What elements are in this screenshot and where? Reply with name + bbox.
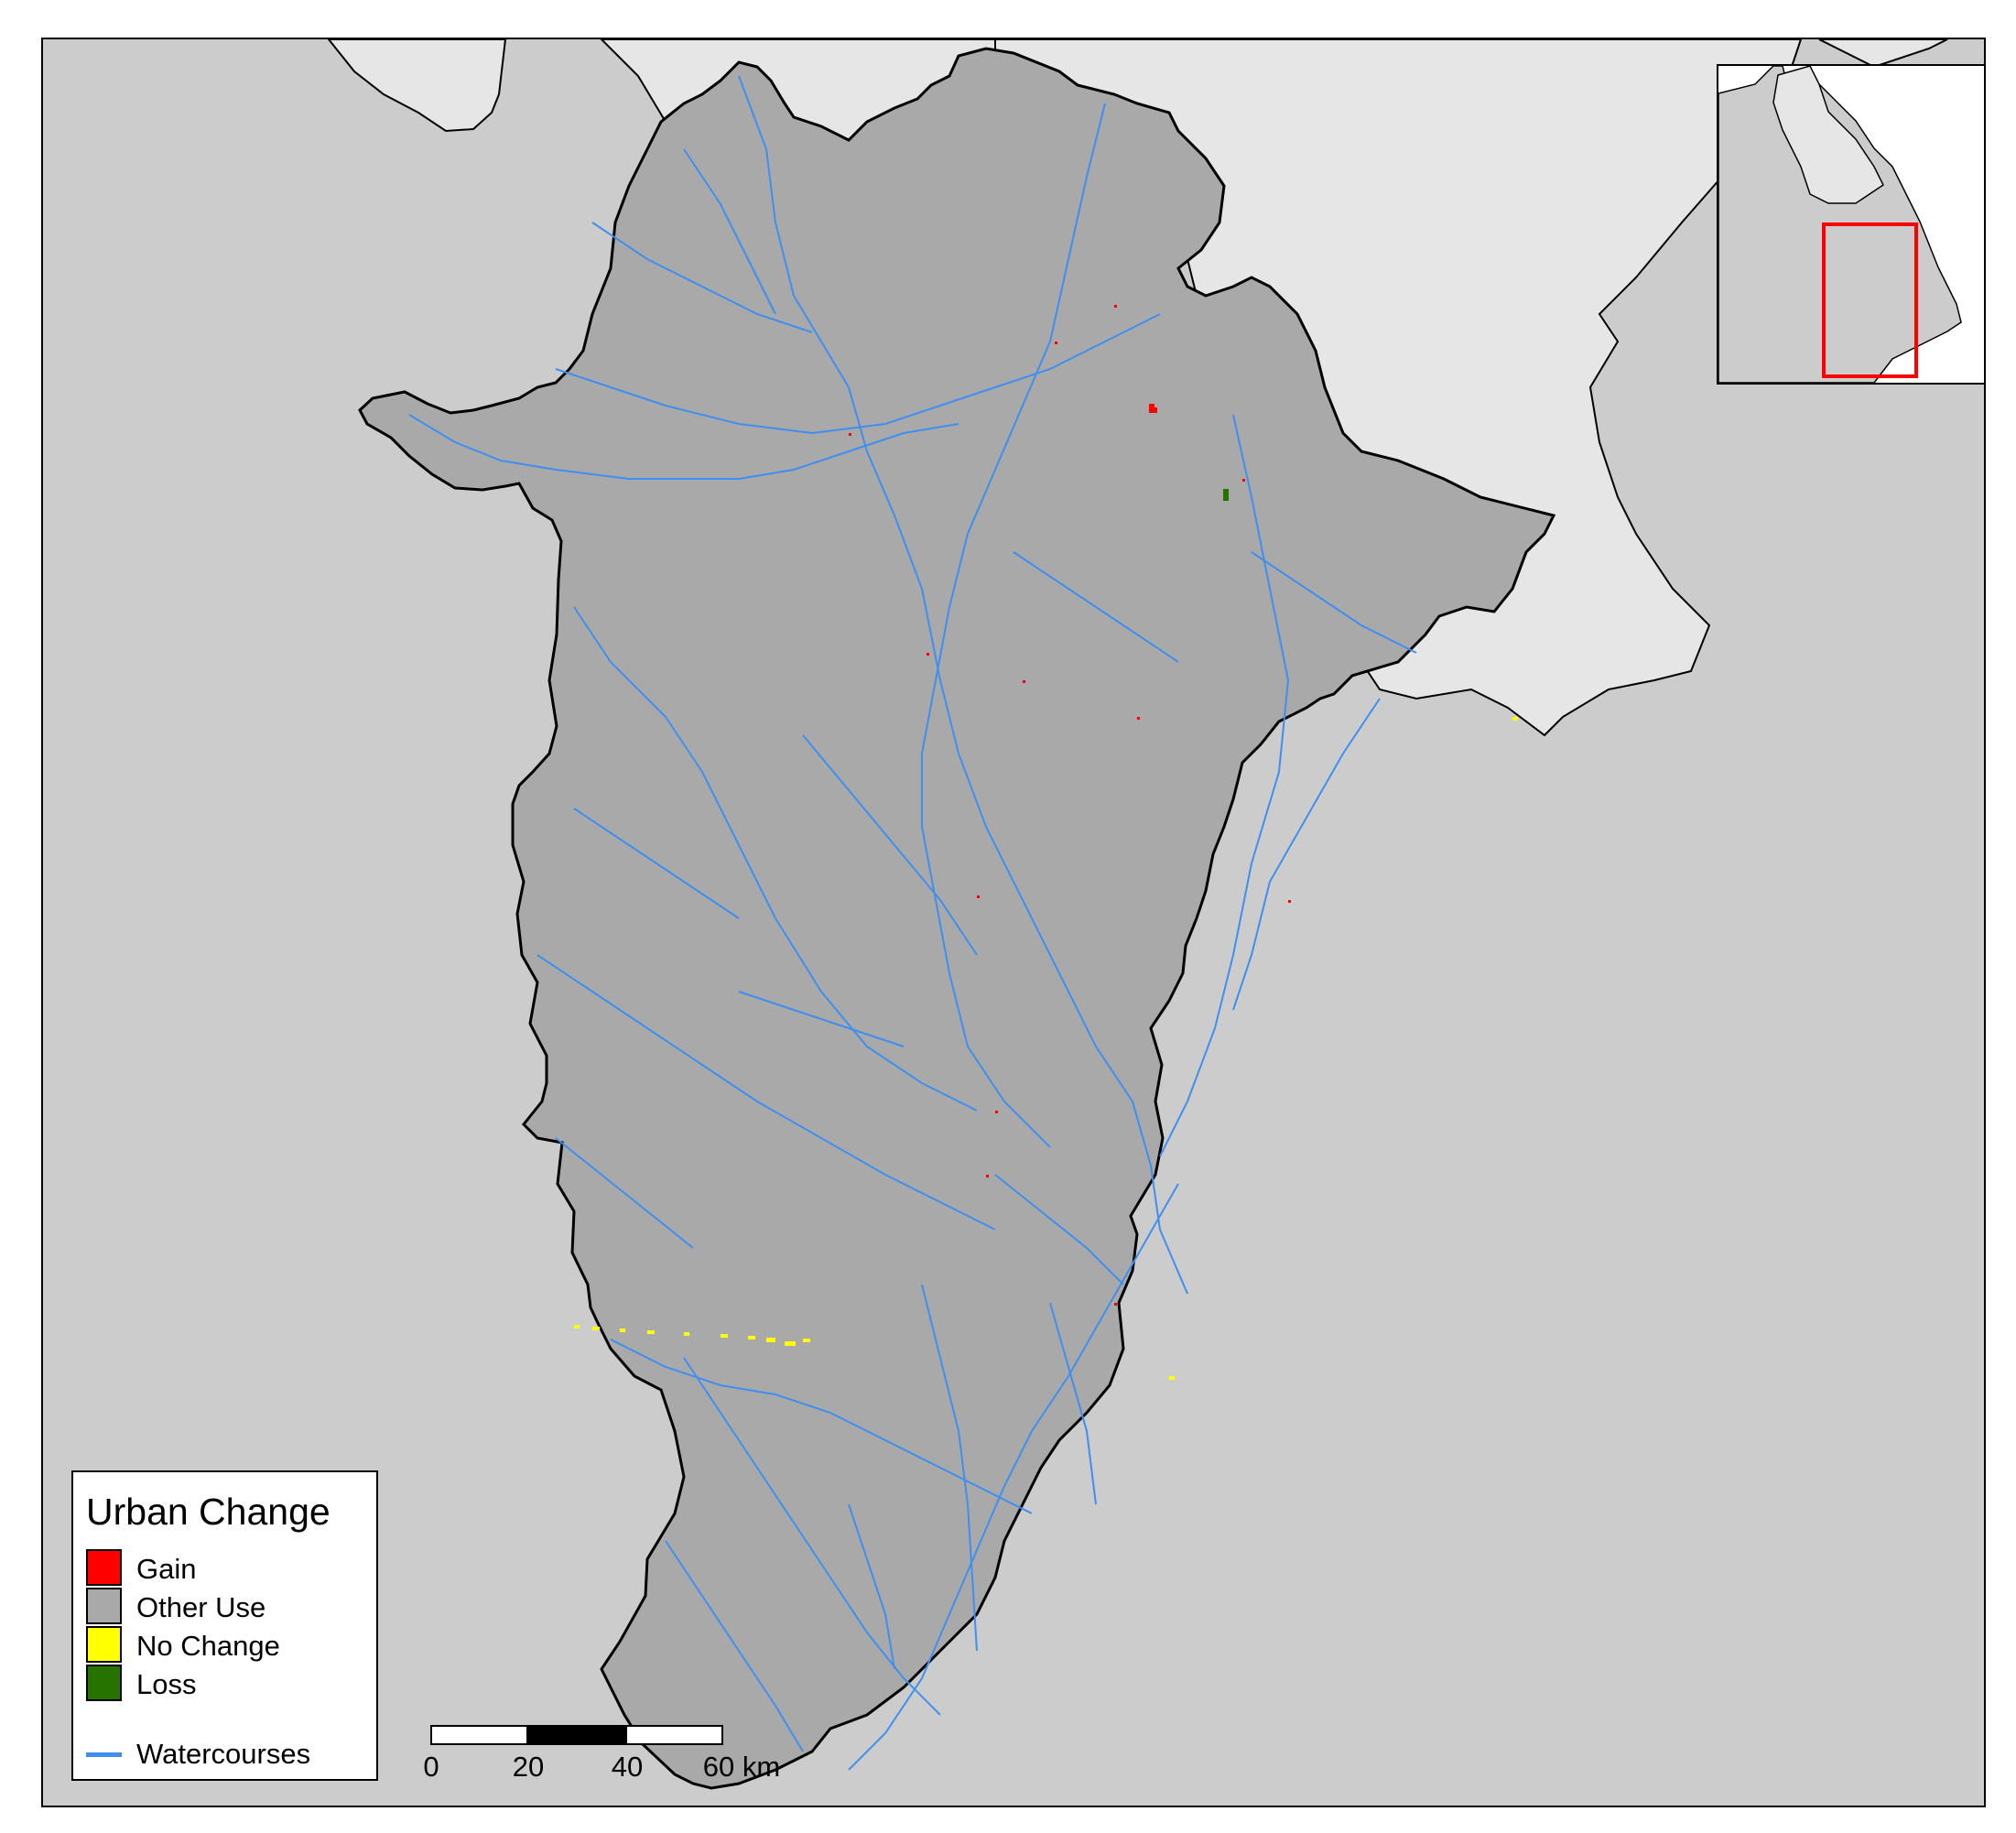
legend-swatch-loss bbox=[86, 1665, 122, 1701]
gain-patches bbox=[849, 305, 1291, 1306]
legend-label-other-use: Other Use bbox=[136, 1591, 266, 1623]
inset-highlight bbox=[1822, 222, 1918, 378]
legend-title: Urban Change bbox=[86, 1491, 331, 1533]
neighbor-region-east-coast bbox=[1818, 39, 1948, 69]
neighbor-region-northwest bbox=[327, 39, 507, 133]
inset-neighbor bbox=[1772, 66, 1884, 204]
river-basin[interactable] bbox=[358, 47, 1556, 1790]
legend-label-loss: Loss bbox=[136, 1668, 197, 1700]
scale-bar: 0 20 40 60 km bbox=[423, 1725, 980, 1806]
legend-swatch-no-change bbox=[86, 1626, 122, 1663]
scale-tick-40: 40 bbox=[611, 1751, 644, 1783]
scale-tick-20: 20 bbox=[512, 1751, 545, 1783]
legend-label-gain: Gain bbox=[136, 1553, 197, 1585]
loss-patches bbox=[1223, 489, 1229, 501]
watercourses bbox=[408, 75, 1417, 1771]
scale-segment-3 bbox=[625, 1725, 723, 1745]
locator-inset-map bbox=[1717, 64, 1984, 385]
main-map[interactable] bbox=[43, 39, 1984, 1806]
no-change-patches bbox=[574, 717, 1518, 1380]
scale-tick-0: 0 bbox=[423, 1751, 439, 1783]
legend-swatch-gain bbox=[86, 1549, 122, 1586]
legend-swatch-other-use bbox=[86, 1588, 122, 1624]
legend-label-no-change: No Change bbox=[136, 1630, 280, 1662]
legend: Urban Change Gain Other Use No Change Lo… bbox=[71, 1470, 378, 1781]
map-frame: Urban Change Gain Other Use No Change Lo… bbox=[41, 38, 1986, 1807]
legend-watercourse-line bbox=[86, 1752, 122, 1757]
scale-tick-60: 60 km bbox=[702, 1751, 781, 1783]
legend-label-watercourses: Watercourses bbox=[136, 1738, 311, 1770]
scale-segment-2 bbox=[526, 1725, 627, 1745]
scale-segment-1 bbox=[430, 1725, 528, 1745]
